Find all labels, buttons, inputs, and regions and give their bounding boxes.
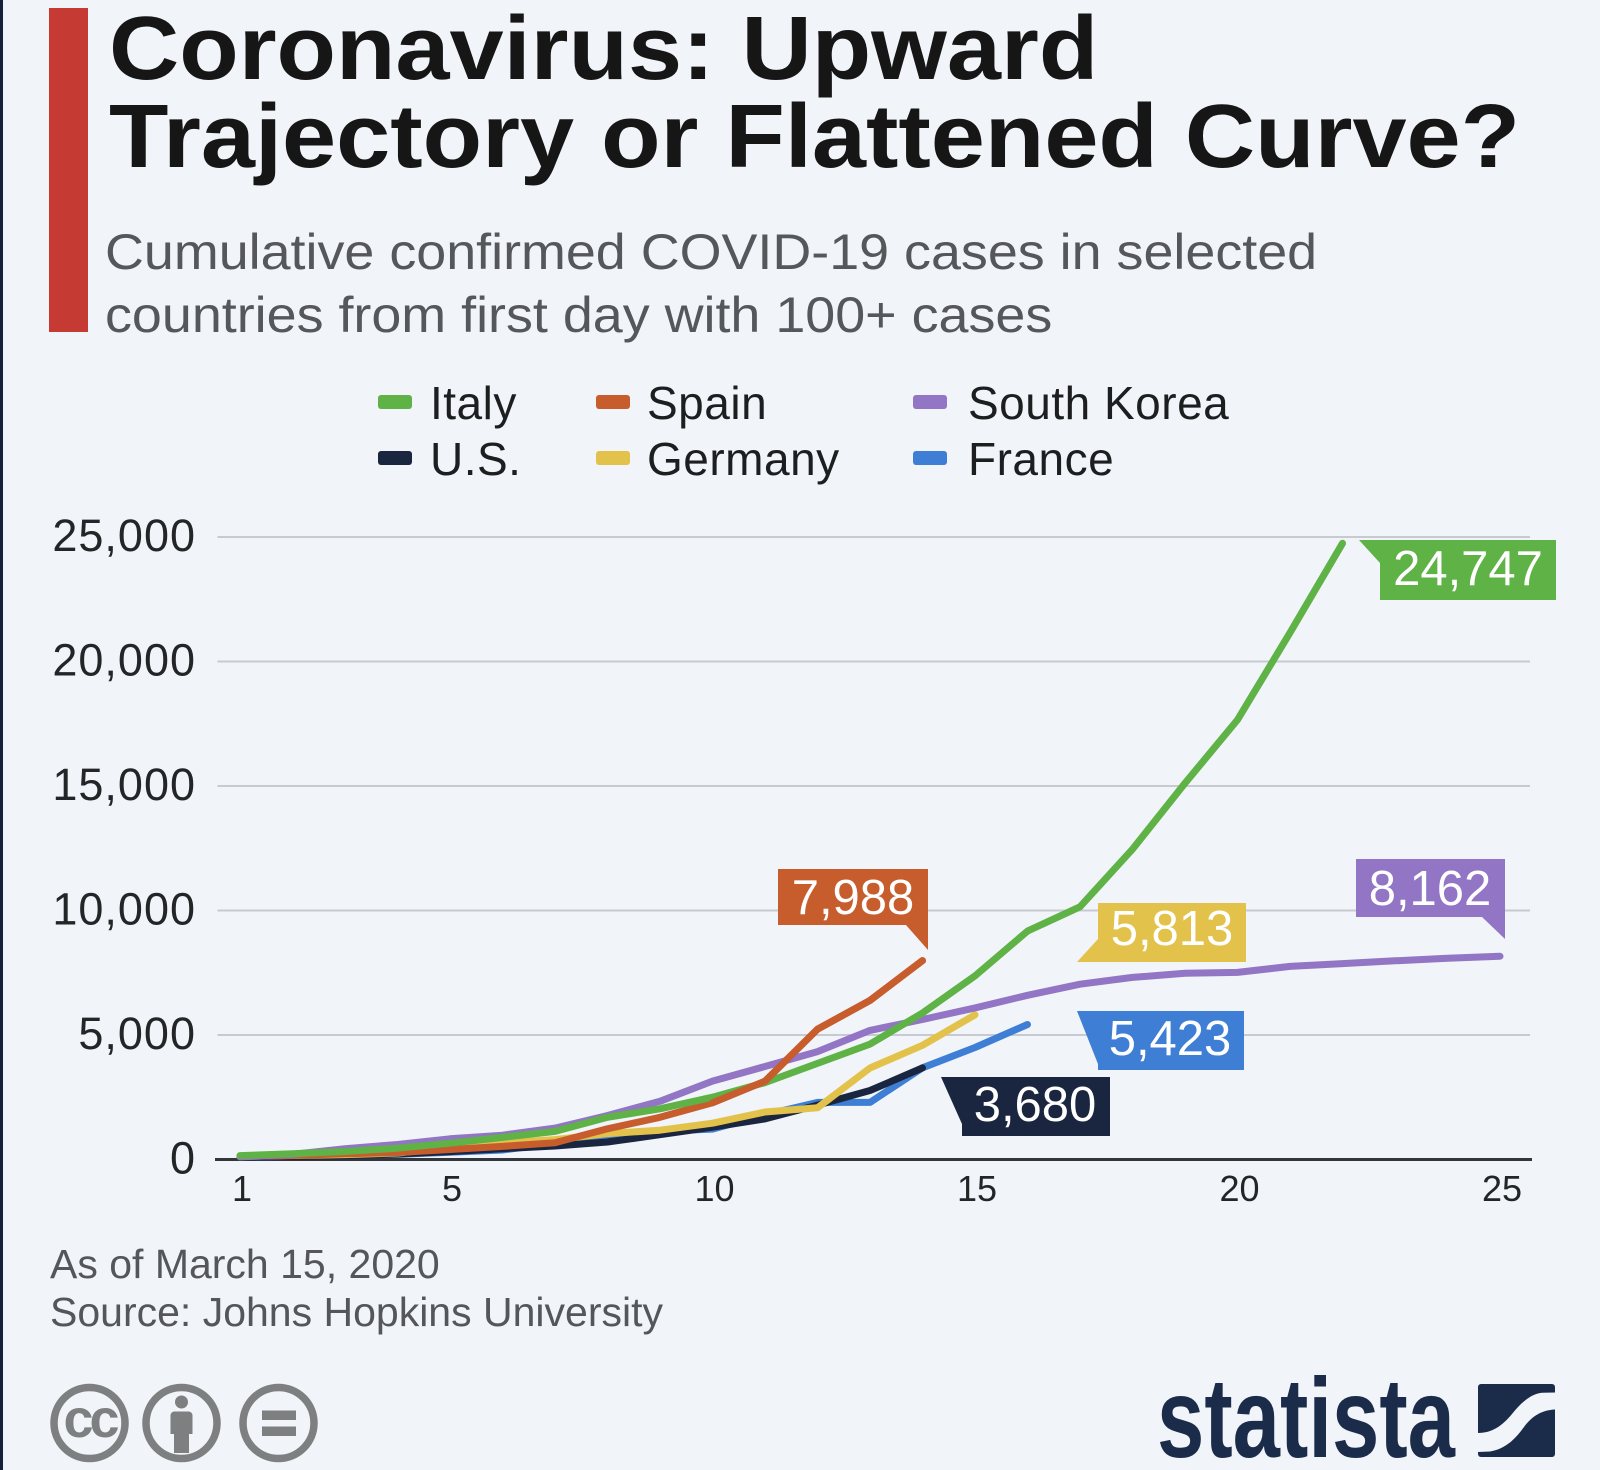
svg-text:25: 25 <box>1482 1168 1522 1209</box>
svg-text:15: 15 <box>957 1168 997 1209</box>
svg-text:8,162: 8,162 <box>1369 862 1492 916</box>
svg-text:25,000: 25,000 <box>52 510 196 561</box>
svg-text:statista: statista <box>1157 1355 1456 1470</box>
svg-text:0: 0 <box>170 1133 196 1184</box>
svg-text:10: 10 <box>694 1168 734 1209</box>
svg-text:3,680: 3,680 <box>974 1078 1097 1132</box>
svg-text:5: 5 <box>442 1168 462 1209</box>
svg-text:24,747: 24,747 <box>1393 542 1543 596</box>
svg-text:cc: cc <box>63 1389 118 1449</box>
svg-text:5,423: 5,423 <box>1109 1012 1232 1066</box>
svg-text:1: 1 <box>232 1168 252 1209</box>
svg-text:15,000: 15,000 <box>52 759 196 810</box>
svg-text:10,000: 10,000 <box>52 884 196 935</box>
svg-text:7,988: 7,988 <box>792 871 915 925</box>
svg-text:5,000: 5,000 <box>78 1008 196 1059</box>
svg-text:20: 20 <box>1219 1168 1259 1209</box>
svg-text:20,000: 20,000 <box>52 635 196 686</box>
svg-text:5,813: 5,813 <box>1111 902 1234 956</box>
